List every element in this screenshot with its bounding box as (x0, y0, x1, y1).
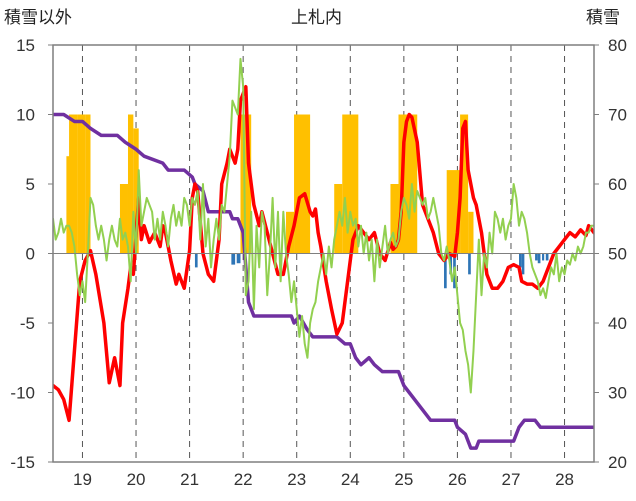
left-tick-label: 5 (26, 175, 35, 194)
x-tick-label: 20 (127, 470, 146, 489)
bar (240, 114, 252, 254)
series-line-green_series (53, 57, 594, 394)
x-tick-label: 19 (73, 470, 92, 489)
bar (231, 253, 236, 265)
bar (468, 253, 471, 275)
bar (444, 253, 447, 289)
x-tick-label: 22 (234, 470, 253, 489)
chart-title: 上札内 (291, 8, 342, 27)
right-tick-label: 20 (608, 453, 627, 472)
right-axis-label: 積雪 (586, 8, 620, 27)
x-tick-label: 25 (394, 470, 413, 489)
bar (236, 253, 241, 264)
x-axis-ticks: 19 20 21 22 23 24 25 26 27 28 (73, 470, 574, 489)
bar (519, 253, 522, 268)
left-tick-label: 15 (16, 36, 35, 55)
x-tick-label: 27 (502, 470, 521, 489)
left-axis-ticks: 15 10 5 0 -5 -10 -15 (10, 36, 53, 472)
right-tick-label: 60 (608, 175, 627, 194)
x-tick-label: 24 (341, 470, 360, 489)
x-tick-label: 26 (448, 470, 467, 489)
right-axis-ticks: 80 70 60 50 40 30 20 (594, 36, 627, 472)
x-tick-label: 28 (555, 470, 574, 489)
left-tick-label: -15 (10, 453, 35, 472)
series-lines (53, 57, 594, 450)
bar (294, 114, 311, 254)
bar (537, 253, 541, 264)
right-tick-label: 40 (608, 314, 627, 333)
left-tick-label: -10 (10, 384, 35, 403)
bar (542, 253, 545, 261)
series-line-snow_depth (53, 112, 594, 450)
bar (460, 114, 469, 254)
right-tick-label: 50 (608, 245, 627, 264)
left-tick-label: 0 (26, 245, 35, 264)
bar (521, 253, 525, 275)
right-tick-label: 80 (608, 36, 627, 55)
left-tick-label: 10 (16, 106, 35, 125)
bar (69, 114, 78, 254)
left-tick-label: -5 (20, 314, 35, 333)
bar (545, 253, 549, 261)
bar (390, 184, 399, 254)
right-tick-label: 70 (608, 106, 627, 125)
bar (286, 211, 295, 254)
series-line-temperature_red (53, 84, 594, 423)
left-axis-label: 積雪以外 (4, 8, 72, 27)
bar (77, 114, 86, 254)
bar (119, 184, 128, 254)
bar (468, 211, 474, 254)
bar (66, 156, 72, 254)
x-tick-label: 23 (287, 470, 306, 489)
bar (127, 114, 134, 254)
bar (194, 253, 198, 268)
bar (535, 253, 538, 261)
right-tick-label: 30 (608, 384, 627, 403)
bar (133, 128, 139, 254)
bar (85, 114, 91, 254)
x-tick-label: 21 (180, 470, 199, 489)
